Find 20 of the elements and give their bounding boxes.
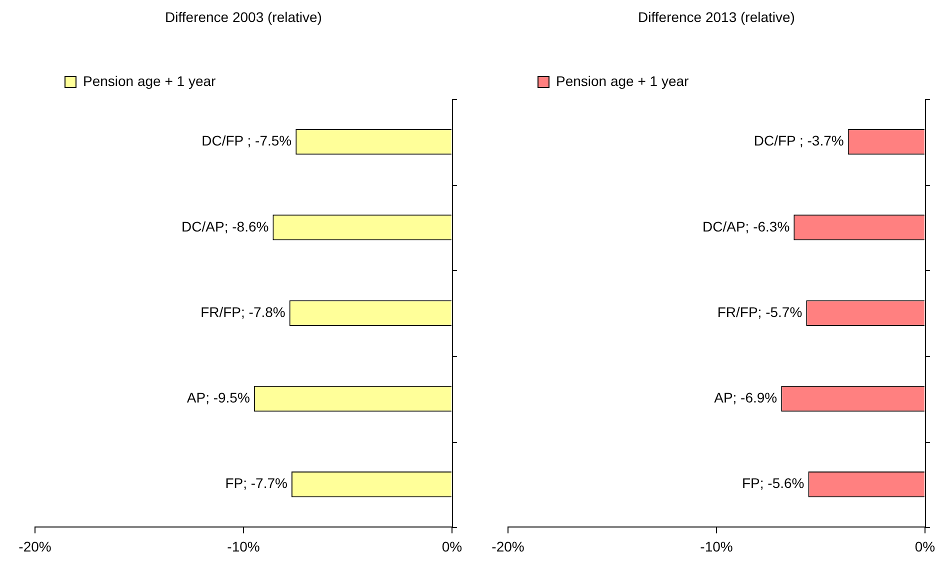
data-label: FP; -5.6% — [742, 475, 804, 492]
data-label: DC/FP ; -7.5% — [202, 132, 292, 149]
x-tick-label: -20% — [492, 538, 524, 554]
data-label: FR/FP; -7.8% — [200, 304, 286, 320]
x-tick-label: 0% — [442, 538, 462, 554]
x-tick-label: -20% — [18, 538, 52, 554]
data-label: DC/AP; -6.3% — [702, 218, 790, 234]
data-label: DC/AP; -8.6% — [182, 218, 269, 234]
chart-title: Difference 2003 (relative) — [164, 9, 323, 25]
chart-title: Difference 2013 (relative) — [637, 9, 796, 25]
data-label: DC/FP ; -3.7% — [754, 132, 844, 149]
data-label: AP; -6.9% — [714, 390, 778, 406]
x-tick-label: -10% — [700, 538, 733, 554]
x-tick-label: 0% — [914, 538, 936, 554]
legend-label: Pension age + 1 year — [83, 72, 216, 89]
data-label: FP; -7.7% — [225, 475, 288, 492]
x-tick-label: -10% — [227, 538, 260, 554]
legend-label: Pension age + 1 year — [556, 72, 690, 89]
data-label: FR/FP; -5.7% — [717, 304, 802, 320]
data-label: AP; -9.5% — [186, 390, 250, 406]
